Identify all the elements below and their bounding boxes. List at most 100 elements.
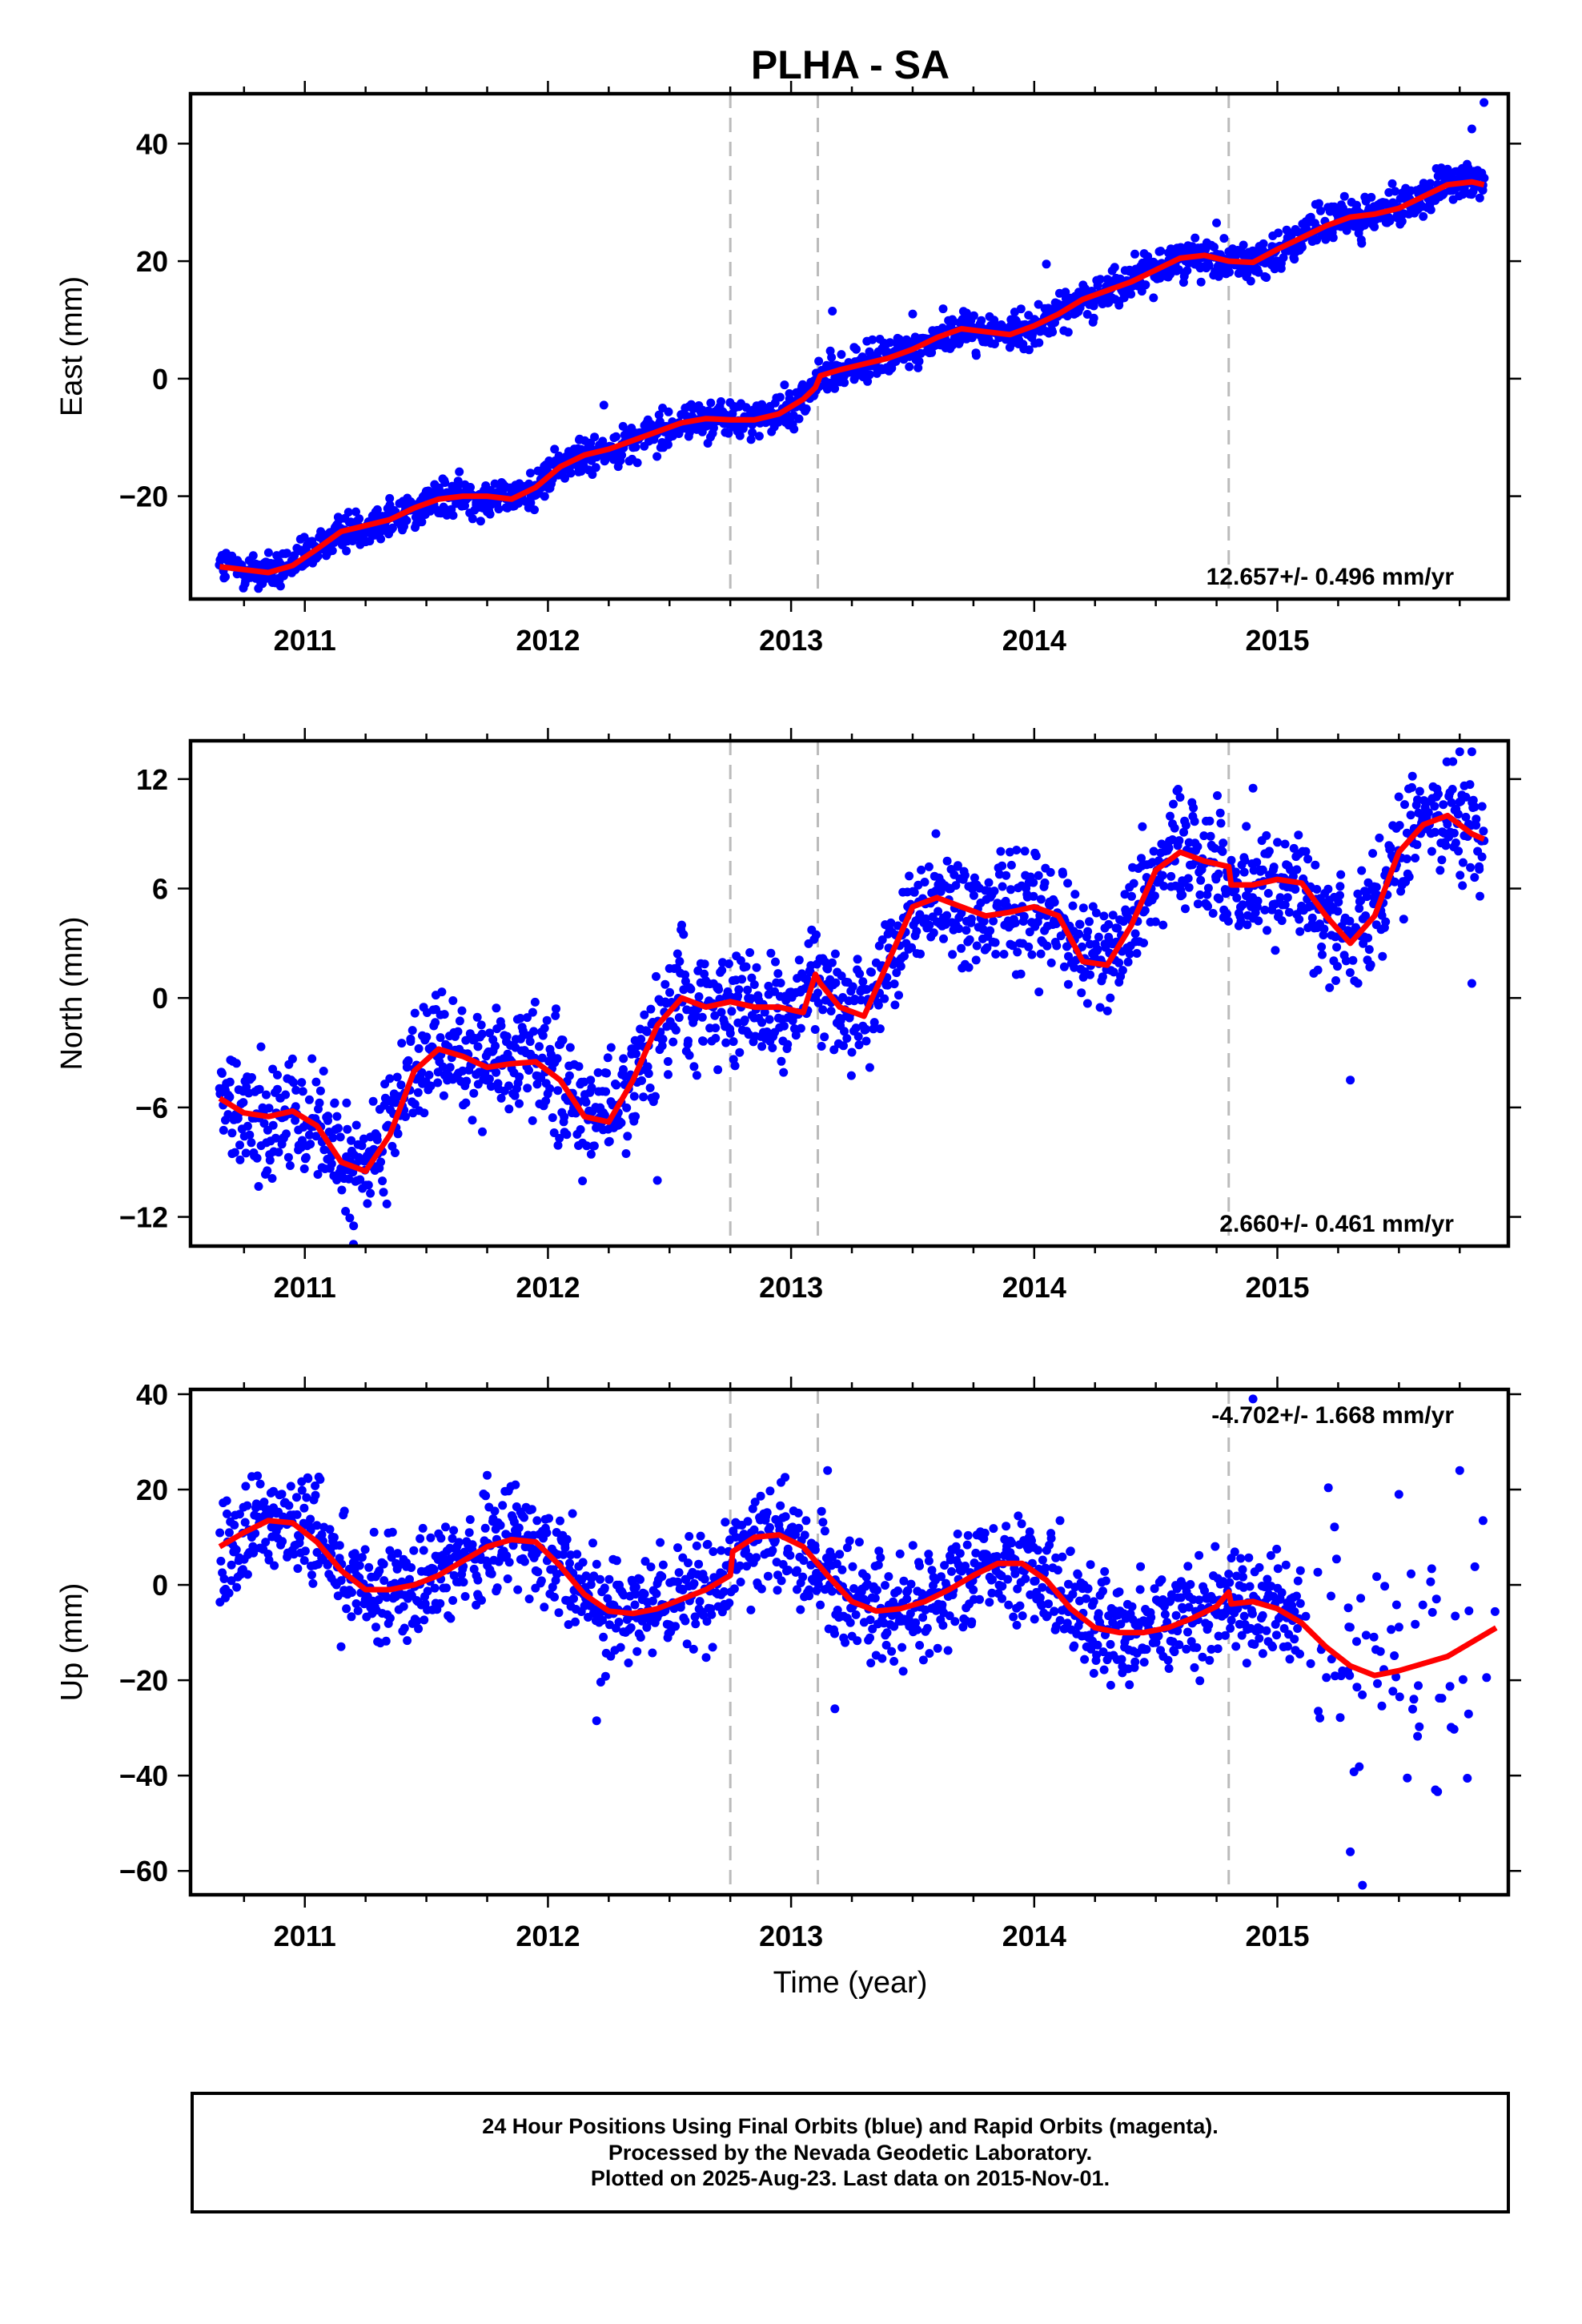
data-point [1125,949,1134,959]
data-point [861,1024,870,1034]
data-point [216,1556,226,1566]
data-point [1366,960,1375,970]
data-point [658,1560,668,1570]
data-point [830,949,840,959]
data-point [972,941,982,951]
data-point [1158,920,1168,930]
data-point [253,1471,263,1481]
data-point [861,1036,871,1046]
data-point [618,421,628,431]
data-point [837,350,846,360]
data-point [781,1473,790,1482]
data-point [1027,950,1037,959]
data-point [222,1496,231,1506]
data-point [1139,939,1148,947]
data-point [1135,1585,1145,1594]
data-point [1044,1599,1053,1609]
data-point [773,1586,782,1595]
data-point [685,1532,694,1541]
data-point [1020,846,1030,856]
data-point [745,948,755,957]
data-point [1130,1657,1140,1667]
data-point [549,1128,559,1137]
data-point [1477,852,1487,862]
data-point [292,1493,301,1502]
north-plot-frame [188,738,1511,1248]
data-point [1451,838,1460,847]
data-point [1231,885,1240,895]
data-point [889,1657,899,1666]
data-point [235,1140,244,1150]
data-point [746,994,756,1003]
data-point [1475,865,1484,874]
data-point [552,1054,562,1063]
data-point [1164,843,1174,853]
data-point [1037,1601,1046,1610]
data-point [1024,345,1034,355]
data-point [869,1018,879,1027]
data-point [817,1042,826,1051]
data-point [840,1027,849,1036]
data-point [1089,1597,1098,1606]
data-point [1334,898,1343,907]
data-point [1295,915,1304,924]
data-point [938,1621,948,1630]
data-point [1263,926,1271,935]
data-point [330,1098,339,1108]
data-point [814,356,824,366]
data-point [835,1550,845,1559]
data-point [1290,1607,1299,1616]
data-point [725,1028,735,1038]
data-point [1195,1595,1204,1605]
data-point [869,1024,878,1034]
data-point [1332,943,1342,952]
data-point [503,1574,512,1583]
data-point [542,1015,552,1025]
data-point [1301,846,1311,856]
data-point [267,1174,277,1183]
data-point [1093,1640,1102,1650]
data-point [1189,803,1199,813]
data-point [1399,915,1408,924]
data-point [455,1016,464,1026]
data-point [991,950,1001,959]
data-point [962,308,971,318]
data-point [1186,1580,1195,1589]
data-point [1225,1578,1235,1587]
data-point [877,935,887,944]
data-point [312,1521,322,1530]
data-point [998,861,1007,870]
data-point [524,1594,534,1604]
data-point [376,534,386,544]
data-point [1273,838,1283,847]
data-point [1419,211,1428,221]
data-point [1130,929,1140,939]
data-point [248,1542,258,1551]
data-point [1163,1655,1173,1665]
data-point [1017,1519,1026,1529]
data-point [1055,1615,1065,1625]
data-point [1002,870,1011,880]
data-point [307,1570,316,1580]
data-point [948,950,958,959]
data-point [433,1078,443,1088]
data-point [1141,280,1150,290]
data-point [845,1536,854,1546]
data-point [273,1070,282,1080]
data-point [598,436,608,446]
data-point [407,1563,416,1572]
data-point [414,1043,424,1053]
data-point [986,926,995,935]
data-point [295,1533,305,1542]
data-point [1050,1606,1059,1616]
data-point [694,1559,704,1569]
data-point [735,431,745,440]
data-point [925,920,934,930]
data-point [596,1574,604,1584]
data-point [1093,945,1102,955]
data-point [830,384,840,393]
data-point [265,1156,275,1165]
data-point [754,432,764,441]
data-point [1244,1553,1254,1562]
data-point [1258,1649,1267,1659]
